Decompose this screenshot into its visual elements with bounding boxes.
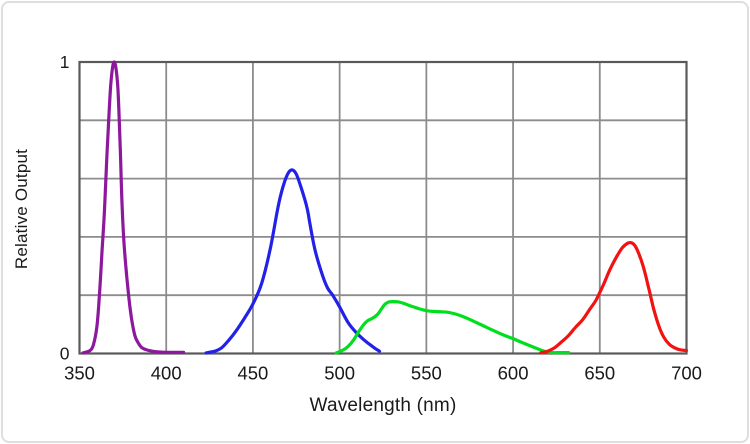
series-curve-green-emitter-broad-527nm: [334, 300, 571, 355]
x-tick-label: 700: [671, 363, 702, 384]
x-tick-label: 450: [237, 363, 268, 384]
x-tick-label: 350: [64, 363, 95, 384]
x-tick-label: 500: [324, 363, 355, 384]
series-curve-red-emitter-667nm: [539, 240, 689, 355]
plot-border: [78, 60, 688, 355]
y-tick-label: 1: [60, 52, 70, 72]
x-tick-label: 600: [498, 363, 529, 384]
y-tick-label: 0: [60, 344, 70, 364]
y-axis-title: Relative Output: [12, 148, 31, 270]
x-axis-title: Wavelength (nm): [309, 395, 457, 416]
x-tick-label: 650: [584, 363, 615, 384]
series-curve-violet-emitter-370nm: [81, 60, 186, 355]
x-tick-label: 400: [151, 363, 182, 384]
series-curve-blue-emitter-472nm: [204, 168, 382, 355]
x-tick-label: 550: [411, 363, 442, 384]
